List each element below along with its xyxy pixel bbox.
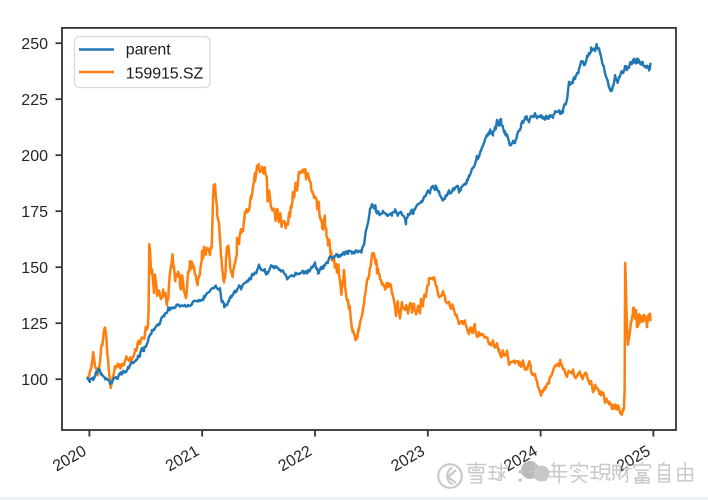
svg-text:225: 225 bbox=[21, 92, 48, 109]
svg-text:100: 100 bbox=[21, 372, 48, 389]
svg-text:175: 175 bbox=[21, 204, 48, 221]
svg-text:250: 250 bbox=[21, 36, 48, 53]
svg-text:125: 125 bbox=[21, 316, 48, 333]
svg-text:159915.SZ: 159915.SZ bbox=[126, 65, 204, 82]
svg-text:150: 150 bbox=[21, 260, 48, 277]
svg-text:200: 200 bbox=[21, 148, 48, 165]
svg-text:parent: parent bbox=[126, 42, 171, 59]
